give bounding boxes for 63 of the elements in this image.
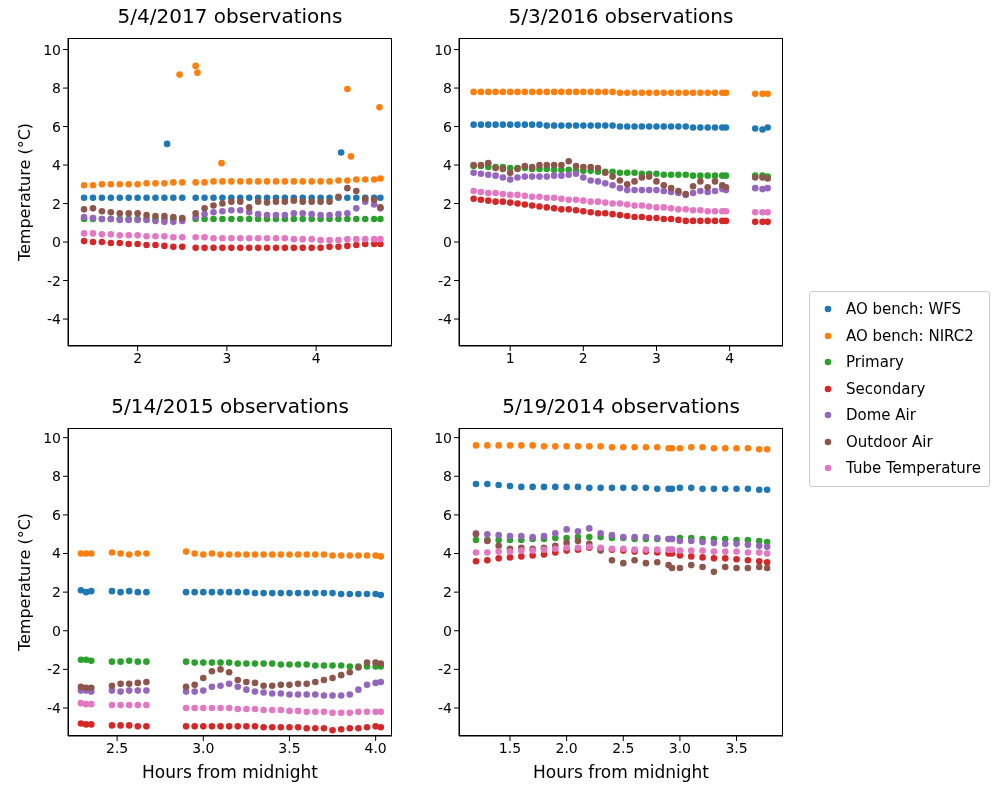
x-tick-label: 2.0 <box>555 739 578 756</box>
y-tick-label: 6 <box>443 118 453 135</box>
chart-title: 5/19/2014 observations <box>501 394 741 418</box>
y-tick-label: -2 <box>47 661 61 678</box>
x-tick-label: 3.0 <box>192 739 215 756</box>
y-tick-label: -2 <box>438 272 452 289</box>
x-tick-label: 3.5 <box>725 739 748 756</box>
y-tick-label: -4 <box>438 311 453 328</box>
legend-label: Primary <box>846 352 904 373</box>
x-tick-label: 2.5 <box>105 739 129 756</box>
x-tick-label: 3 <box>222 349 232 366</box>
x-tick-label: 4 <box>311 349 321 366</box>
y-tick-label: 4 <box>52 545 62 562</box>
y-tick-label: -2 <box>438 661 452 678</box>
y-tick-label: 10 <box>434 429 452 446</box>
y-tick-label: 10 <box>43 429 61 446</box>
y-tick-label: 0 <box>443 234 452 251</box>
x-tick-label: 4 <box>725 349 735 366</box>
y-tick-label: -4 <box>47 311 62 328</box>
x-tick-label: 2.5 <box>612 739 635 756</box>
y-tick-label: 10 <box>434 41 452 58</box>
x-tick-label: 2 <box>133 349 143 366</box>
y-tick-label: 6 <box>52 506 62 523</box>
y-tick-label: 8 <box>443 468 452 485</box>
y-tick-label: 2 <box>52 584 61 601</box>
chart-title: 5/14/2015 observations <box>110 394 350 418</box>
y-tick-label: 2 <box>443 584 452 601</box>
x-axis-title: Hours from midnight <box>141 762 319 782</box>
legend-label: AO bench: NIRC2 <box>846 325 974 347</box>
x-tick-label: 3.5 <box>278 739 301 756</box>
x-tick-label: 4.0 <box>364 739 387 756</box>
y-tick-label: -4 <box>47 699 62 716</box>
y-tick-label: 2 <box>52 195 61 212</box>
y-tick-label: -4 <box>438 699 453 716</box>
y-tick-label: 4 <box>52 157 62 174</box>
chart-title: 5/3/2016 observations <box>507 4 735 28</box>
y-tick-label: 6 <box>443 506 453 523</box>
y-tick-label: 8 <box>443 80 452 97</box>
y-tick-label: 4 <box>443 157 453 174</box>
x-tick-label: 3.0 <box>668 739 692 756</box>
x-tick-label: 1 <box>505 349 515 366</box>
y-tick-label: 0 <box>443 622 452 639</box>
legend-label: AO bench: WFS <box>846 299 962 320</box>
y-tick-label: 2 <box>443 195 452 212</box>
y-tick-label: 10 <box>43 41 61 58</box>
legend-label: Secondary <box>846 378 926 400</box>
legend-label: Tube Temperature <box>846 458 981 479</box>
x-tick-label: 1.5 <box>498 739 522 756</box>
y-tick-label: 6 <box>52 118 62 135</box>
x-tick-label: 2 <box>578 349 588 366</box>
chart-title: 5/4/2017 observations <box>116 4 344 28</box>
y-tick-label: 0 <box>52 622 61 639</box>
y-tick-label: -2 <box>47 272 61 289</box>
y-tick-label: 0 <box>52 234 61 251</box>
y-axis-title: Temperature (°C) <box>15 511 35 654</box>
y-tick-label: 8 <box>52 80 61 97</box>
y-axis-title: Temperature (°C) <box>15 121 35 264</box>
x-axis-title: Hours from midnight <box>532 762 710 782</box>
legend-label: Outdoor Air <box>846 431 933 453</box>
x-tick-label: 3 <box>652 349 661 366</box>
y-tick-label: 8 <box>52 468 61 485</box>
y-tick-label: 4 <box>443 545 453 562</box>
legend-label: Dome Air <box>846 405 916 426</box>
